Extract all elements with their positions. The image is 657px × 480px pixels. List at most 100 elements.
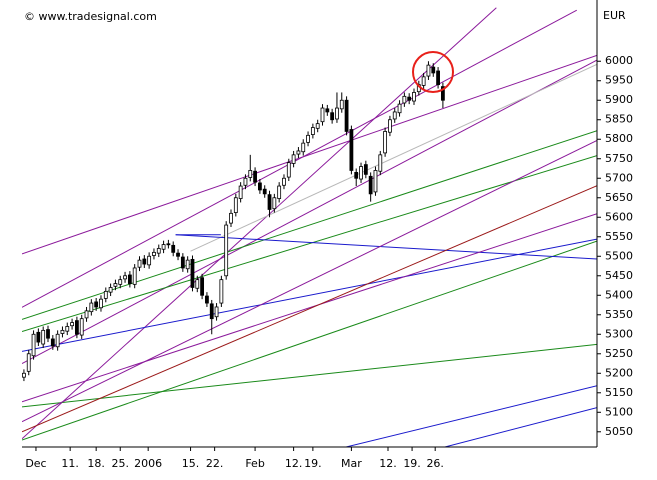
- y-tick-label: 5200: [605, 366, 633, 379]
- candle-body: [99, 298, 103, 309]
- watermark: © www.tradesignal.com: [24, 10, 157, 23]
- trendline: [22, 7, 497, 440]
- trendline: [22, 139, 597, 423]
- candle-body: [397, 103, 402, 114]
- candle-body: [253, 170, 257, 183]
- candle-body: [94, 301, 99, 308]
- candle-body: [180, 256, 185, 269]
- x-tick-label: 11.: [61, 457, 79, 470]
- candle-body: [315, 123, 320, 129]
- candle-body: [272, 197, 277, 210]
- candle-body: [123, 275, 127, 280]
- trendline: [175, 234, 597, 260]
- trendline: [22, 130, 597, 320]
- candle-body: [65, 326, 70, 332]
- candle-body: [229, 212, 233, 224]
- candle-body: [219, 279, 224, 304]
- candle-body: [31, 333, 36, 357]
- candle-body: [70, 322, 74, 327]
- y-tick-label: 5850: [605, 113, 633, 126]
- candle-body: [392, 111, 397, 120]
- y-tick-label: 5250: [605, 347, 633, 360]
- candle-body: [185, 259, 190, 270]
- candle-body: [161, 244, 166, 250]
- x-tick-label: Feb: [245, 457, 264, 470]
- candle-body: [248, 170, 253, 178]
- candle-body: [306, 134, 310, 143]
- x-tick-label: Mar: [341, 457, 362, 470]
- y-tick-label: 5700: [605, 171, 633, 184]
- trendline: [22, 155, 597, 333]
- y-tick-label: 5300: [605, 327, 633, 340]
- y-tick-label: 5350: [605, 308, 633, 321]
- candle-body: [238, 185, 243, 199]
- candle-body: [209, 303, 214, 320]
- highlight-circle: [412, 51, 454, 93]
- candle-body: [363, 164, 368, 175]
- x-tick-label: 22.: [206, 457, 224, 470]
- y-tick-label: 5800: [605, 132, 633, 145]
- trendline: [190, 63, 597, 252]
- y-tick-label: 6000: [605, 54, 633, 67]
- candle-body: [402, 95, 407, 104]
- candle-body: [214, 306, 219, 318]
- trendline: [22, 238, 597, 352]
- candle-body: [310, 127, 315, 135]
- candle-body: [412, 92, 416, 102]
- candle-body: [190, 258, 195, 288]
- y-tick-label: 5050: [605, 425, 633, 438]
- candle-body: [359, 166, 363, 180]
- candle-body: [142, 258, 147, 265]
- candle-body: [26, 353, 31, 372]
- candle-body: [291, 154, 296, 164]
- candle-body: [368, 175, 373, 195]
- candles: [22, 61, 445, 382]
- y-tick-label: 5500: [605, 249, 633, 262]
- x-tick-label: Dec: [25, 457, 46, 470]
- y-tick-label: 5400: [605, 288, 633, 301]
- candle-body: [335, 107, 339, 120]
- candle-body: [301, 142, 306, 153]
- x-tick-label: 15.: [182, 457, 200, 470]
- candle-body: [325, 108, 330, 113]
- x-tick-label: 19.: [304, 457, 322, 470]
- y-tick-label: 5950: [605, 74, 633, 87]
- y-tick-label: 5150: [605, 386, 633, 399]
- candle-body: [46, 329, 50, 339]
- candle-body: [156, 248, 161, 254]
- candle-body: [103, 290, 108, 299]
- y-tick-label: 5750: [605, 152, 633, 165]
- candle-body: [378, 154, 383, 172]
- candle-body: [339, 99, 344, 110]
- candle-body: [421, 76, 426, 86]
- candle-body: [84, 310, 89, 319]
- trendline: [22, 343, 597, 408]
- trendline: [22, 9, 578, 308]
- candle-body: [108, 287, 113, 293]
- trendline: [22, 54, 597, 255]
- candle-body: [137, 259, 142, 268]
- candle-body: [171, 244, 176, 253]
- candle-body: [205, 295, 209, 304]
- candle-body: [407, 96, 412, 101]
- candle-body: [127, 274, 132, 284]
- candle-body: [60, 329, 65, 334]
- trendlines: [22, 7, 597, 447]
- candle-body: [388, 119, 392, 133]
- y-tick-label: 5900: [605, 93, 633, 106]
- trendline: [343, 385, 597, 447]
- candle-body: [330, 112, 335, 121]
- candle-body: [176, 252, 180, 257]
- y-tick-label: 5600: [605, 210, 633, 223]
- y-axis-label: EUR: [603, 9, 626, 22]
- candle-body: [344, 99, 349, 132]
- candle-body: [233, 197, 238, 213]
- candle-body: [113, 283, 118, 287]
- candle-body: [55, 333, 60, 348]
- trendline: [22, 213, 597, 403]
- candle-body: [200, 277, 205, 296]
- candle-body: [354, 172, 359, 179]
- candle-body: [74, 320, 79, 335]
- candle-body: [79, 318, 84, 336]
